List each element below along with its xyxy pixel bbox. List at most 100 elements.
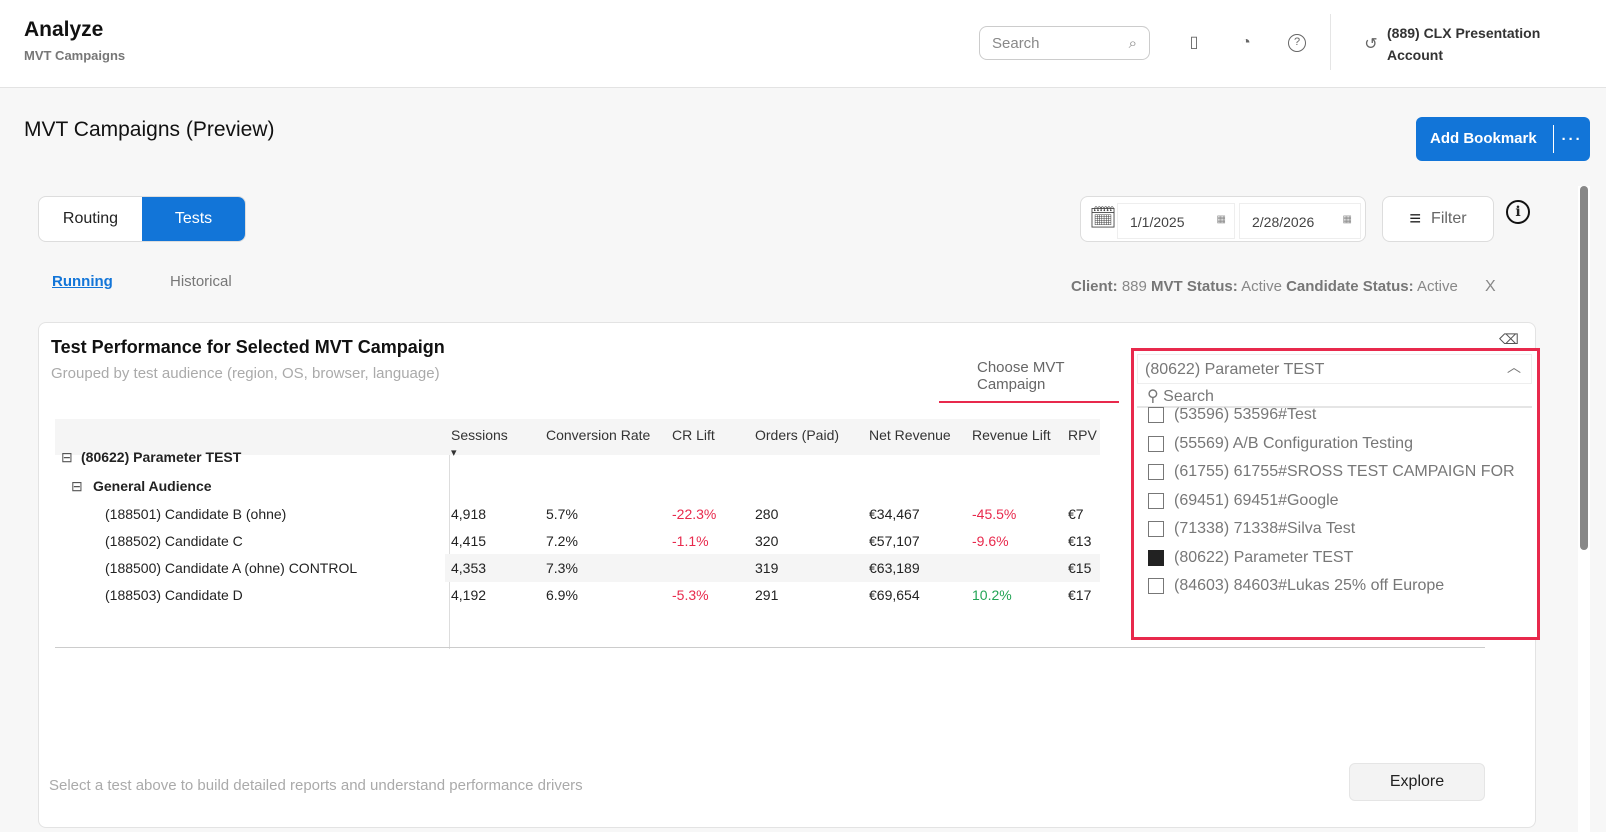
- candidate-name: (188503) Candidate D: [105, 587, 243, 603]
- cell-orders: 291: [755, 587, 779, 603]
- help-icon[interactable]: ?: [1288, 34, 1306, 52]
- tab-routing[interactable]: Routing: [62, 210, 119, 227]
- candidate-name: (188502) Candidate C: [105, 533, 243, 549]
- tab-tests[interactable]: Tests: [142, 197, 245, 241]
- col-label: Sessions: [451, 427, 508, 443]
- checkbox[interactable]: [1148, 435, 1164, 452]
- collapse-icon[interactable]: ⊟: [71, 478, 83, 494]
- search-icon: ⌕: [1128, 34, 1137, 52]
- cell-rev-lift: 10.2%: [972, 587, 1012, 603]
- checkbox[interactable]: [1148, 407, 1164, 423]
- cell-rev-lift: -45.5%: [972, 506, 1017, 522]
- table-row[interactable]: (188502) Candidate C 4,415 7.2% -1.1% 320 €57…: [55, 527, 1100, 555]
- start-date-input[interactable]: 1/1/2025 ▦: [1117, 203, 1235, 239]
- collapse-icon[interactable]: ⊟: [61, 449, 73, 465]
- cell-revenue: €69,654: [869, 587, 920, 603]
- eraser-icon[interactable]: ⌫: [1499, 331, 1519, 347]
- cell-orders: 319: [755, 560, 779, 576]
- campaign-dropdown: (80622) Parameter TEST ︿ ⚲ Search (53596)…: [1131, 348, 1540, 640]
- add-bookmark-label[interactable]: Add Bookmark: [1416, 125, 1554, 153]
- app-subtitle: MVT Campaigns: [24, 48, 126, 63]
- cell-cr-lift: -22.3%: [672, 506, 717, 522]
- cell-cr: 7.2%: [546, 533, 578, 549]
- subtab-historical[interactable]: Historical: [170, 273, 232, 290]
- cell-revenue: €34,467: [869, 506, 920, 522]
- cell-sessions: 4,353: [451, 560, 487, 576]
- dropdown-option[interactable]: (53596) 53596#Test: [1148, 401, 1518, 429]
- view-toggle: Routing Tests: [38, 196, 246, 242]
- date-picker-icon[interactable]: ▦: [1342, 214, 1352, 225]
- bookmark-icon[interactable]: ▯: [1189, 34, 1199, 51]
- table-row[interactable]: (188503) Candidate D 4,192 6.9% -5.3% 291 €69…: [55, 581, 1100, 609]
- chevron-up-icon[interactable]: ︿: [1507, 359, 1521, 375]
- choose-campaign-label: Choose MVT Campaign: [939, 359, 1119, 403]
- cell-orders: 280: [755, 506, 779, 522]
- more-options-button[interactable]: ···: [1561, 130, 1583, 148]
- calendar-icon: 🗓: [1089, 205, 1117, 230]
- add-bookmark-button[interactable]: Add Bookmark ···: [1416, 117, 1590, 161]
- table-bottom-border: [55, 647, 1485, 648]
- campaign-select[interactable]: (80622) Parameter TEST ︿: [1137, 354, 1532, 384]
- cell-rev-lift: -9.6%: [972, 533, 1009, 549]
- checkbox[interactable]: [1148, 464, 1164, 480]
- checkbox[interactable]: [1148, 521, 1164, 537]
- header-search-input[interactable]: Search ⌕: [979, 26, 1150, 60]
- subtab-running[interactable]: Running: [52, 273, 113, 290]
- explore-button[interactable]: Explore: [1349, 763, 1485, 801]
- clear-filters-button[interactable]: X: [1485, 278, 1496, 295]
- table-row[interactable]: (188501) Candidate B (ohne) 4,918 5.7% -22.…: [55, 500, 1100, 528]
- subgroup-row[interactable]: ⊟ General Audience: [55, 472, 1100, 500]
- candidate-name: (188500) Candidate A (ohne) CONTROL: [105, 560, 358, 576]
- switch-account-icon[interactable]: ↺: [1364, 36, 1378, 53]
- end-date-input[interactable]: 2/28/2026 ▦: [1239, 203, 1361, 239]
- history-icon[interactable]: ◔: [1241, 34, 1251, 51]
- cell-rpv: €15: [1068, 560, 1092, 576]
- mvt-status-label: MVT Status:: [1151, 278, 1238, 295]
- filter-button[interactable]: ≡ Filter: [1382, 196, 1494, 242]
- cell-cr-lift: -1.1%: [672, 533, 709, 549]
- col-revenue-lift[interactable]: Revenue Lift: [972, 427, 1051, 443]
- checkbox[interactable]: [1148, 492, 1164, 509]
- search-placeholder: Search: [992, 34, 1040, 52]
- cell-rpv: €13: [1068, 533, 1092, 549]
- cell-revenue: €63,189: [869, 560, 920, 576]
- dropdown-option[interactable]: (71338) 71338#Silva Test: [1148, 515, 1518, 543]
- cell-rpv: €7: [1068, 506, 1084, 522]
- client-label: Client:: [1071, 278, 1118, 295]
- column-divider: [449, 455, 450, 649]
- group-row[interactable]: ⊟ (80622) Parameter TEST: [55, 443, 1100, 471]
- info-icon[interactable]: i: [1506, 200, 1530, 224]
- dropdown-option[interactable]: (69451) 69451#Google: [1148, 487, 1518, 515]
- account-name[interactable]: (889) CLX Presentation Account: [1387, 25, 1541, 63]
- end-date: 2/28/2026: [1252, 214, 1315, 230]
- date-range: 🗓 1/1/2025 ▦ 2/28/2026 ▦: [1080, 196, 1366, 242]
- dropdown-option[interactable]: (55569) A/B Configuration Testing: [1148, 430, 1518, 458]
- scrollbar[interactable]: [1578, 186, 1590, 832]
- selected-campaign: (80622) Parameter TEST: [1145, 361, 1325, 378]
- checkbox[interactable]: [1148, 578, 1164, 594]
- dropdown-option[interactable]: (61755) 61755#SROSS TEST CAMPAIGN FOR …: [1148, 458, 1518, 486]
- col-cr-lift[interactable]: CR Lift: [672, 427, 715, 443]
- table-row[interactable]: (188500) Candidate A (ohne) CONTROL 4,353…: [55, 554, 1100, 582]
- col-rpv[interactable]: RPV: [1068, 427, 1097, 443]
- col-sessions[interactable]: Sessions ▾: [451, 427, 508, 459]
- card-title: Test Performance for Selected MVT Campai…: [51, 337, 445, 357]
- checkbox[interactable]: [1148, 549, 1164, 566]
- card-subtitle: Grouped by test audience (region, OS, br…: [51, 365, 440, 382]
- col-orders[interactable]: Orders (Paid): [755, 427, 840, 443]
- col-conversion-rate[interactable]: Conversion Rate: [546, 427, 651, 443]
- date-picker-icon[interactable]: ▦: [1216, 214, 1226, 225]
- candidate-status-label: Candidate Status:: [1286, 278, 1414, 295]
- option-label: (80622) Parameter TEST: [1174, 548, 1354, 566]
- filter-icon: ≡: [1409, 207, 1422, 230]
- dropdown-option[interactable]: (80622) Parameter TEST: [1148, 544, 1518, 572]
- client-value: 889: [1121, 278, 1147, 295]
- cell-sessions: 4,918: [451, 506, 487, 522]
- option-label: (55569) A/B Configuration Testing: [1174, 434, 1413, 452]
- option-label: (84603) 84603#Lukas 25% off Europe: [1174, 577, 1445, 594]
- dropdown-search-input[interactable]: ⚲ Search: [1137, 384, 1532, 408]
- dropdown-option[interactable]: (84603) 84603#Lukas 25% off Europe: [1148, 572, 1518, 600]
- col-net-revenue[interactable]: Net Revenue: [869, 427, 951, 443]
- app-title: Analyze: [24, 18, 104, 41]
- scrollbar-thumb[interactable]: [1580, 186, 1588, 550]
